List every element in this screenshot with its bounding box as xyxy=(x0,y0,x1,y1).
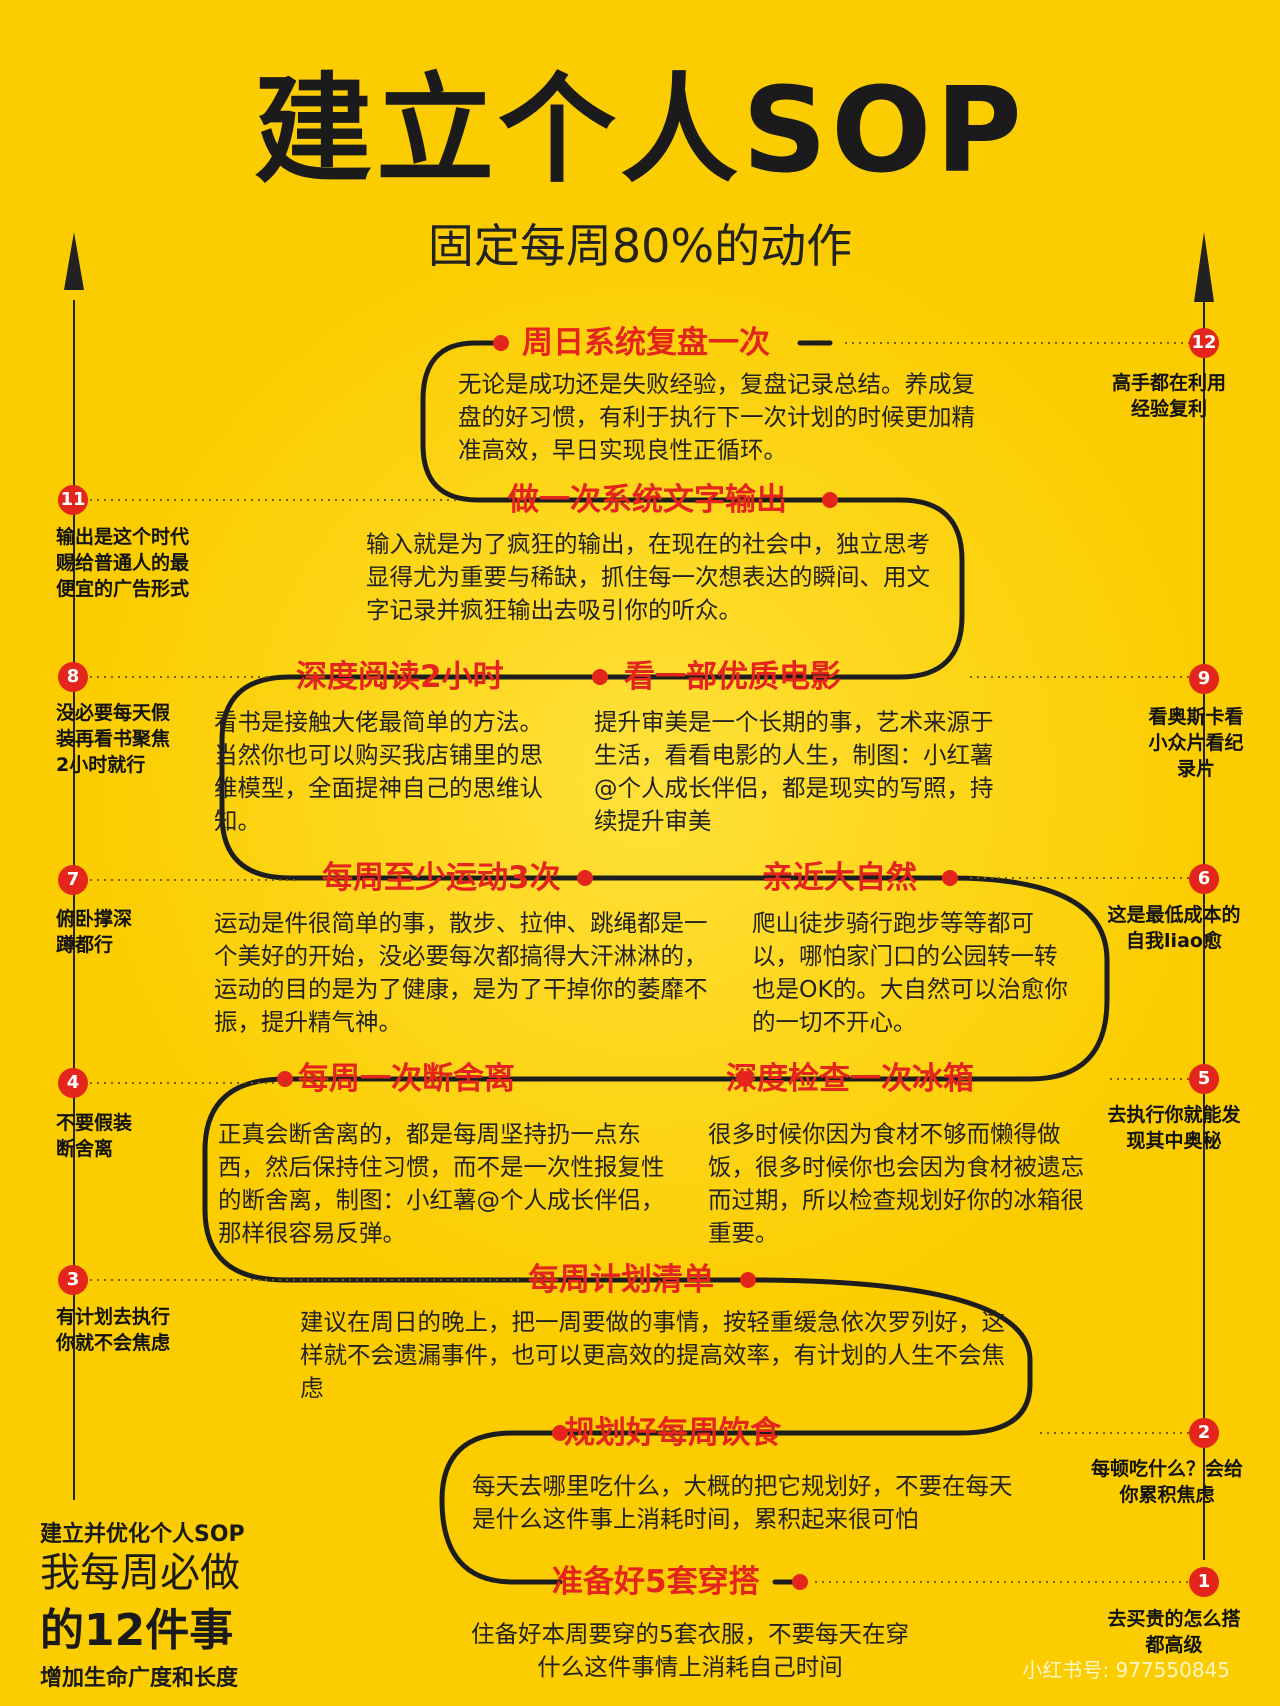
step-heading: 深度阅读2小时 xyxy=(296,659,504,695)
dotted-connectors xyxy=(90,342,1190,1583)
step-number-badge: 11 xyxy=(58,485,88,515)
side-note: 看奥斯卡看小众片看纪录片 xyxy=(1148,706,1244,780)
page-subtitle: 固定每周80%的动作 xyxy=(427,219,853,273)
step-number-badge: 12 xyxy=(1189,328,1219,358)
side-note: 有计划去执行你就不会焦虑 xyxy=(56,1306,171,1354)
step-number-badge: 3 xyxy=(58,1265,88,1295)
side-note: 没必要每天假装再看书聚焦2小时就行 xyxy=(56,702,171,776)
step-text: 建议在周日的晚上，把一周要做的事情，按轻重缓急依次罗列好，这样就不会遗漏事件，也… xyxy=(300,1308,1005,1402)
step-text: 输入就是为了疯狂的输出，在现在的社会中，独立思考显得尤为重要与稀缺，抓住每一次想… xyxy=(366,530,930,624)
step-heading: 规划好每周饮食 xyxy=(564,1415,781,1451)
left-arrow-head xyxy=(64,232,84,290)
footer-line: 我每周必做 xyxy=(40,1550,240,1596)
step-number-badge: 1 xyxy=(1189,1567,1219,1597)
step-heading: 周日系统复盘一次 xyxy=(522,325,770,361)
step-heading: 每周计划清单 xyxy=(528,1262,714,1298)
side-note: 去买贵的怎么搭都高级 xyxy=(1107,1608,1241,1656)
path-dots xyxy=(277,335,958,1590)
step-text: 无论是成功还是失败经验，复盘记录总结。养成复盘的好习惯，有利于执行下一次计划的时… xyxy=(458,370,975,464)
step-number-badge: 2 xyxy=(1189,1418,1219,1448)
step-text: 爬山徒步骑行跑步等等都可以，哪怕家门口的公园转一转也是OK的。大自然可以治愈你的… xyxy=(752,909,1068,1036)
step-text: 正真会断舍离的，都是每周坚持扔一点东西，然后保持住习惯，而不是一次性报复性的断舍… xyxy=(218,1120,665,1247)
step-heading: 做一次系统文字输出 xyxy=(508,482,787,518)
side-note: 每顿吃什么？会给你累积焦虑 xyxy=(1090,1458,1243,1506)
footer-line: 的12件事 xyxy=(40,1605,234,1656)
step-heading: 看一部优质电影 xyxy=(624,659,841,695)
footer-line: 增加生命广度和长度 xyxy=(40,1666,239,1691)
side-note: 高手都在利用经验复利 xyxy=(1111,372,1226,420)
step-number-badge: 4 xyxy=(58,1068,88,1098)
page-title: 建立个人SOP xyxy=(254,61,1026,199)
side-note: 这是最低成本的自我liao愈 xyxy=(1107,904,1241,952)
step-text: 看书是接触大佬最简单的方法。当然你也可以购买我店铺里的思维模型，全面提神自己的思… xyxy=(214,708,543,835)
right-arrow-head xyxy=(1194,232,1214,302)
step-heading: 亲近大自然 xyxy=(762,860,917,896)
side-note: 去执行你就能发现其中奥秘 xyxy=(1107,1104,1241,1152)
step-heading: 深度检查一次冰箱 xyxy=(726,1061,974,1097)
side-note: 输出是这个时代赐给普通人的最便宜的广告形式 xyxy=(56,526,190,600)
side-note: 不要假装断舍离 xyxy=(56,1112,133,1160)
step-heading: 每周至少运动3次 xyxy=(322,860,561,896)
footer-line: 建立并优化个人SOP xyxy=(40,1522,245,1547)
step-number-badge: 9 xyxy=(1189,664,1219,694)
step-text: 提升审美是一个长期的事，艺术来源于生活，看看电影的人生，制图：小红薯@个人成长伴… xyxy=(594,708,994,835)
step-text: 运动是件很简单的事，散步、拉伸、跳绳都是一个美好的开始，没必要每次都搞得大汗淋淋… xyxy=(214,909,708,1036)
side-note: 俯卧撑深蹲都行 xyxy=(56,908,133,956)
step-number-badge: 8 xyxy=(58,662,88,692)
watermark: 小红书号: 977550845 xyxy=(1022,1658,1230,1682)
step-heading: 准备好5套穿搭 xyxy=(552,1564,760,1600)
step-number-badge: 7 xyxy=(58,865,88,895)
step-text: 住备好本周要穿的5套衣服，不要每天在穿什么这件事情上消耗自己时间 xyxy=(471,1620,909,1681)
step-heading: 每周一次断舍离 xyxy=(298,1061,515,1097)
step-number-badge: 5 xyxy=(1189,1064,1219,1094)
step-text: 每天去哪里吃什么，大概的把它规划好，不要在每天是什么这件事上消耗时间，累积起来很… xyxy=(472,1472,1013,1533)
step-text: 很多时候你因为食材不够而懒得做饭，很多时候你也会因为食材被遗忘而过期，所以检查规… xyxy=(708,1120,1084,1247)
step-number-badge: 6 xyxy=(1189,864,1219,894)
